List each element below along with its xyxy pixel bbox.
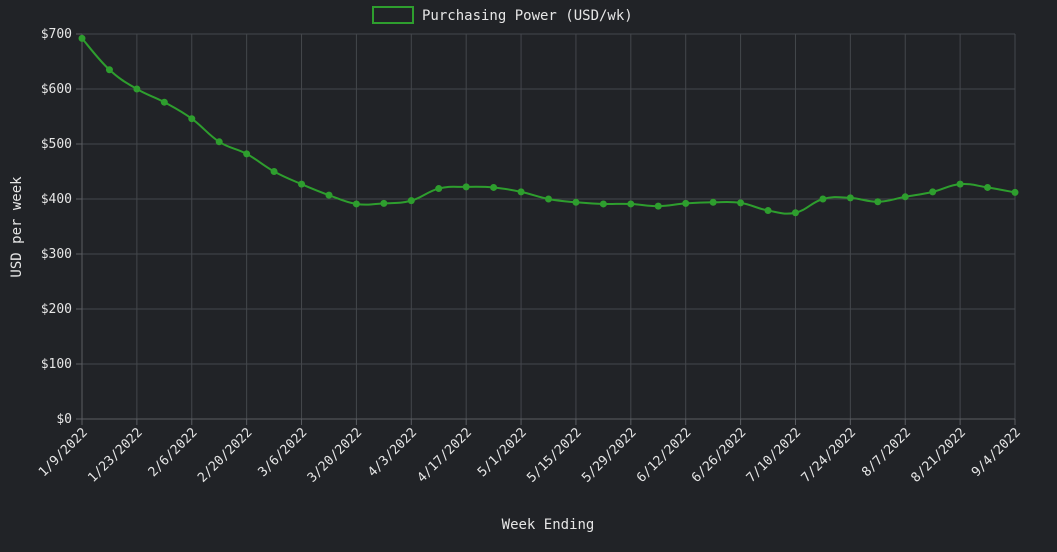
data-point[interactable] <box>325 191 333 199</box>
data-point[interactable] <box>572 198 580 206</box>
data-point[interactable] <box>352 200 360 208</box>
data-point[interactable] <box>819 195 827 203</box>
y-tick-label: $500 <box>41 137 72 152</box>
x-tick-label: 5/29/2022 <box>579 425 639 485</box>
data-point[interactable] <box>298 180 306 188</box>
x-tick-label: 5/15/2022 <box>524 425 584 485</box>
x-tick-label: 6/12/2022 <box>634 425 694 485</box>
x-tick-label: 7/10/2022 <box>744 425 804 485</box>
x-tick-label: 8/21/2022 <box>909 425 969 485</box>
data-point[interactable] <box>627 200 635 208</box>
data-point[interactable] <box>462 183 470 191</box>
data-point[interactable] <box>764 207 772 215</box>
grid <box>81 33 1016 420</box>
y-tick-label: $100 <box>41 357 72 372</box>
data-point[interactable] <box>133 85 141 93</box>
x-tick-label: 1/23/2022 <box>85 425 145 485</box>
x-tick-label: 3/20/2022 <box>305 425 365 485</box>
data-point[interactable] <box>490 183 498 191</box>
y-axis-title: USD per week <box>9 176 25 278</box>
data-point[interactable] <box>545 195 552 203</box>
axes: $0 $100 $200 $300 $400 $500 $600 $700 1/9/20221/… <box>36 27 1024 486</box>
data-point[interactable] <box>654 202 662 210</box>
x-tick-label: 9/4/2022 <box>969 425 1024 480</box>
x-tick-label: 5/1/2022 <box>475 425 530 480</box>
y-tick-label: $400 <box>41 192 72 207</box>
data-point[interactable] <box>435 185 443 193</box>
y-tick-label: $600 <box>41 82 72 97</box>
data-point[interactable] <box>1011 188 1019 196</box>
x-axis-title: Week Ending <box>502 517 595 533</box>
data-point[interactable] <box>791 209 799 217</box>
y-tick-label: $700 <box>41 27 72 42</box>
y-tick-label: $300 <box>41 247 72 262</box>
x-tick-label: 3/6/2022 <box>255 425 310 480</box>
legend-swatch <box>372 6 414 24</box>
legend[interactable]: Purchasing Power (USD/wk) <box>372 6 633 24</box>
y-tick-label: $0 <box>56 412 72 427</box>
data-point[interactable] <box>243 150 251 158</box>
data-point[interactable] <box>846 194 854 202</box>
data-point[interactable] <box>956 180 964 188</box>
series-line <box>81 37 1016 215</box>
data-point[interactable] <box>407 197 415 205</box>
x-tick-label: 6/26/2022 <box>689 425 749 485</box>
x-tick-label: 4/17/2022 <box>415 425 475 485</box>
x-tick-label: 2/6/2022 <box>146 425 201 480</box>
data-point[interactable] <box>984 183 992 191</box>
data-point[interactable] <box>874 198 882 206</box>
data-point[interactable] <box>380 199 388 207</box>
x-tick-label: 7/24/2022 <box>799 425 859 485</box>
series <box>78 34 1019 217</box>
data-point[interactable] <box>737 199 745 207</box>
data-point[interactable] <box>599 200 607 208</box>
data-point[interactable] <box>682 199 690 207</box>
data-point[interactable] <box>188 115 196 123</box>
data-point[interactable] <box>105 66 113 74</box>
data-point[interactable] <box>78 34 86 42</box>
data-point[interactable] <box>270 168 278 175</box>
legend-label: Purchasing Power (USD/wk) <box>422 8 633 24</box>
data-point[interactable] <box>929 188 937 196</box>
x-tick-label: 4/3/2022 <box>365 425 420 480</box>
x-tick-label: 8/7/2022 <box>859 425 914 480</box>
y-tick-label: $200 <box>41 302 72 317</box>
data-point[interactable] <box>215 138 223 146</box>
x-tick-label: 2/20/2022 <box>195 425 255 485</box>
x-tick-label: 1/9/2022 <box>36 425 91 480</box>
data-point[interactable] <box>160 98 168 106</box>
data-point[interactable] <box>517 188 525 196</box>
data-point[interactable] <box>901 193 909 201</box>
data-point[interactable] <box>709 198 717 206</box>
